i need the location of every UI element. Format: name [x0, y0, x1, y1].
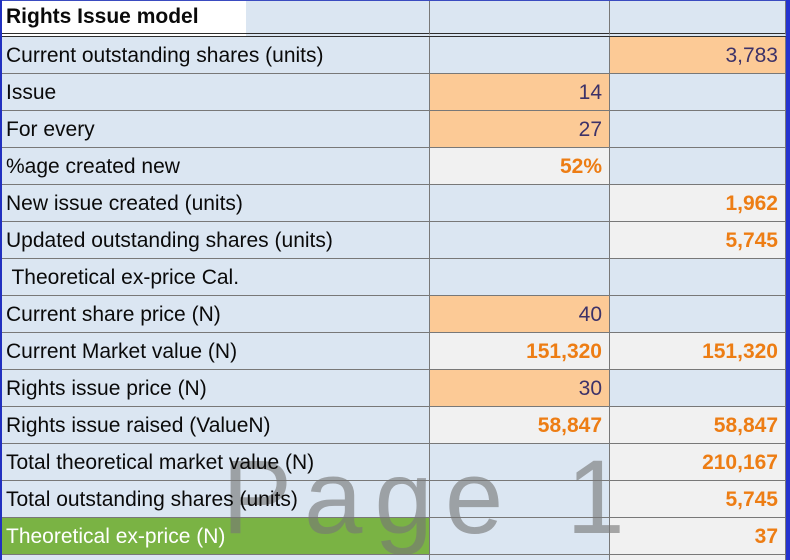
empty-cell[interactable]	[430, 185, 610, 222]
label-current-share-price[interactable]: Current share price (N)	[0, 296, 430, 333]
value-current-outstanding-shares[interactable]: 3,783	[610, 37, 786, 74]
value-theoretical-ex-price[interactable]: 37	[610, 518, 786, 555]
cell-text: For every	[6, 117, 95, 141]
cell-text: Issue	[6, 80, 57, 104]
cell-text: Total outstanding shares (units)	[6, 487, 298, 511]
cell-text: 151,320	[702, 339, 778, 363]
cell-text: Current Market value (N)	[6, 339, 238, 363]
value-current-market-value[interactable]: 151,320	[430, 333, 610, 370]
label-rights-issue-raised[interactable]: Rights issue raised (ValueN)	[0, 407, 430, 444]
label-total-theoretical-market-value[interactable]: Total theoretical market value (N)	[0, 444, 430, 481]
empty-cell[interactable]	[610, 111, 786, 148]
cell-text: %age created new	[6, 154, 180, 178]
cell-text: 30	[578, 376, 602, 400]
cell-text: 40	[578, 302, 602, 326]
partial-row-cell	[430, 555, 610, 560]
cell-text: 5,745	[725, 228, 778, 252]
value-rights-issue-raised[interactable]: 58,847	[430, 407, 610, 444]
cell-text: Rights issue raised (ValueN)	[6, 413, 271, 437]
label-theoretical-ex-price[interactable]: Theoretical ex-price (N)	[0, 518, 430, 555]
value-updated-outstanding-shares[interactable]: 5,745	[610, 222, 786, 259]
empty-cell[interactable]	[610, 74, 786, 111]
cell-text: Theoretical ex-price Cal.	[6, 265, 240, 289]
value-total-theoretical-market-value[interactable]: 210,167	[610, 444, 786, 481]
label-updated-outstanding-shares[interactable]: Updated outstanding shares (units)	[0, 222, 430, 259]
empty-cell[interactable]	[610, 259, 786, 296]
empty-cell[interactable]	[430, 444, 610, 481]
label-current-outstanding-shares[interactable]: Current outstanding shares (units)	[0, 37, 430, 74]
value-rights-issue-price[interactable]: 30	[430, 370, 610, 407]
label-rights-issue-model[interactable]: Rights Issue model	[0, 0, 430, 37]
page-break-line-left	[0, 0, 2, 560]
cell-text: 27	[578, 117, 602, 141]
partial-row-cell	[610, 555, 786, 560]
cell-text: New issue created (units)	[6, 191, 243, 215]
empty-cell[interactable]	[610, 370, 786, 407]
cell-text: Total theoretical market value (N)	[6, 450, 315, 474]
cell-text: Current share price (N)	[6, 302, 221, 326]
empty-cell[interactable]	[430, 481, 610, 518]
cell-text: 58,847	[537, 413, 602, 437]
cell-text: Updated outstanding shares (units)	[6, 228, 333, 252]
value-issue[interactable]: 14	[430, 74, 610, 111]
value-current-share-price[interactable]: 40	[430, 296, 610, 333]
empty-cell[interactable]	[430, 518, 610, 555]
value-total-outstanding-shares[interactable]: 5,745	[610, 481, 786, 518]
label-theoretical-ex-price-cal[interactable]: Theoretical ex-price Cal.	[0, 259, 430, 296]
value-rights-issue-raised-2[interactable]: 58,847	[610, 407, 786, 444]
cell-text: 52%	[559, 154, 602, 178]
page-break-line-top	[0, 0, 790, 1]
cell-text: Rights issue price (N)	[6, 376, 207, 400]
empty-cell[interactable]	[610, 0, 786, 37]
label-percentage-created-new[interactable]: %age created new	[0, 148, 430, 185]
cell-text: 37	[754, 524, 778, 548]
partial-row-cell	[0, 555, 430, 560]
label-rights-issue-price[interactable]: Rights issue price (N)	[0, 370, 430, 407]
cell-text: Current outstanding shares (units)	[6, 43, 324, 67]
page-break-line-right	[786, 0, 790, 560]
label-for-every[interactable]: For every	[0, 111, 430, 148]
empty-cell[interactable]	[430, 259, 610, 296]
label-new-issue-created[interactable]: New issue created (units)	[0, 185, 430, 222]
cell-text: Theoretical ex-price (N)	[6, 524, 226, 548]
cell-text: 151,320	[526, 339, 602, 363]
value-new-issue-created[interactable]: 1,962	[610, 185, 786, 222]
cell-text: 14	[578, 80, 602, 104]
label-issue[interactable]: Issue	[0, 74, 430, 111]
header-title-text: Rights Issue model	[6, 5, 199, 28]
empty-cell[interactable]	[430, 37, 610, 74]
empty-cell[interactable]	[430, 0, 610, 37]
cell-text: 5,745	[725, 487, 778, 511]
cell-text: 3,783	[725, 43, 778, 67]
label-current-market-value[interactable]: Current Market value (N)	[0, 333, 430, 370]
label-total-outstanding-shares[interactable]: Total outstanding shares (units)	[0, 481, 430, 518]
value-percentage-created-new[interactable]: 52%	[430, 148, 610, 185]
value-for-every[interactable]: 27	[430, 111, 610, 148]
cell-text: 1,962	[725, 191, 778, 215]
cell-text: 210,167	[702, 450, 778, 474]
empty-cell[interactable]	[610, 148, 786, 185]
empty-cell[interactable]	[610, 296, 786, 333]
empty-cell[interactable]	[430, 222, 610, 259]
cell-text: 58,847	[713, 413, 778, 437]
value-current-market-value-2[interactable]: 151,320	[610, 333, 786, 370]
